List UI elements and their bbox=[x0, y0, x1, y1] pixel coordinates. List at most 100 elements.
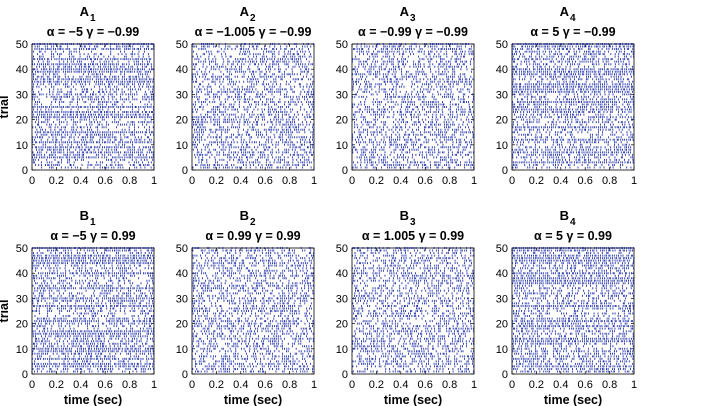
trial-spikes bbox=[191, 355, 314, 358]
gamma-value: 0.99 bbox=[440, 229, 464, 243]
trial-spikes bbox=[192, 75, 314, 78]
trial-spikes bbox=[353, 305, 470, 307]
x-tick-label: 0.4 bbox=[553, 175, 568, 187]
trial-spikes bbox=[355, 289, 470, 292]
y-tick-label: 30 bbox=[176, 293, 188, 305]
trial-spikes bbox=[515, 287, 632, 290]
trial-spikes bbox=[352, 136, 474, 139]
trial-spikes bbox=[195, 317, 312, 320]
trial-spikes bbox=[192, 310, 308, 312]
trial-spikes bbox=[194, 101, 314, 103]
trial-spikes bbox=[37, 123, 148, 126]
trial-spikes bbox=[354, 310, 474, 312]
trial-spikes bbox=[32, 80, 154, 83]
trial-spikes bbox=[512, 83, 632, 86]
trial-spikes bbox=[352, 73, 466, 76]
param-symbol: γ = bbox=[563, 229, 588, 243]
trial-spikes bbox=[192, 279, 314, 282]
trial-spikes bbox=[32, 98, 154, 101]
y-tick-label: 30 bbox=[16, 89, 28, 101]
trial-spikes bbox=[512, 138, 634, 141]
alpha-value: 0.99 bbox=[227, 229, 251, 243]
x-tick-label: 0 bbox=[509, 379, 515, 391]
trial-spikes bbox=[353, 161, 474, 164]
trial-spikes bbox=[356, 43, 470, 45]
trial-spikes bbox=[34, 360, 155, 363]
panel-A4: A 4α = 5 γ = −0.990 0.2 0.4 0.6 0.8 1010203040… bbox=[496, 4, 637, 187]
trial-spikes bbox=[514, 95, 634, 98]
trial-spikes bbox=[352, 80, 472, 83]
trial-spikes bbox=[192, 335, 307, 338]
trial-spikes bbox=[32, 297, 154, 300]
trial-spikes bbox=[192, 63, 314, 66]
trial-spikes bbox=[33, 153, 154, 156]
trial-spikes bbox=[512, 43, 634, 45]
trial-spikes bbox=[352, 282, 473, 285]
trial-spikes bbox=[33, 73, 148, 76]
y-tick-label: 10 bbox=[16, 344, 28, 356]
trial-spikes bbox=[352, 106, 473, 108]
trial-spikes bbox=[512, 80, 634, 83]
trial-spikes bbox=[514, 284, 633, 287]
trial-spikes bbox=[192, 267, 314, 270]
trial-spikes bbox=[512, 320, 633, 323]
trial-spikes bbox=[192, 272, 314, 275]
x-tick-label: 0 bbox=[509, 175, 515, 187]
y-tick-label: 30 bbox=[336, 89, 348, 101]
trial-spikes bbox=[351, 60, 471, 63]
trial-spikes bbox=[513, 247, 635, 249]
trial-spikes bbox=[354, 264, 472, 267]
trial-spikes bbox=[32, 95, 154, 98]
trial-spikes bbox=[32, 88, 154, 91]
trial-spikes bbox=[36, 118, 152, 121]
trial-spikes bbox=[36, 148, 151, 151]
trial-spikes bbox=[192, 90, 314, 93]
alpha-value: 5 bbox=[556, 229, 563, 243]
panel-letter: B bbox=[80, 208, 89, 223]
param-symbol: α = bbox=[195, 25, 217, 39]
trial-spikes bbox=[34, 287, 154, 290]
trial-spikes bbox=[198, 297, 312, 300]
trial-spikes bbox=[352, 307, 474, 310]
trial-spikes bbox=[192, 357, 314, 360]
alpha-value: −5 bbox=[69, 25, 83, 39]
trial-spikes bbox=[192, 340, 314, 343]
trial-spikes bbox=[512, 111, 632, 113]
trial-spikes bbox=[352, 118, 474, 121]
trial-spikes bbox=[352, 277, 474, 280]
trial-spikes bbox=[31, 365, 154, 368]
y-tick-label: 20 bbox=[16, 319, 28, 331]
trial-spikes bbox=[198, 158, 315, 161]
trial-spikes bbox=[516, 116, 634, 119]
y-tick-label: 50 bbox=[336, 39, 348, 51]
trial-spikes bbox=[358, 63, 472, 66]
trial-spikes bbox=[194, 322, 314, 325]
trial-spikes bbox=[356, 262, 472, 265]
x-tick-label: 0.2 bbox=[529, 175, 544, 187]
x-tick-label: 1 bbox=[471, 175, 477, 187]
trial-spikes bbox=[514, 352, 633, 355]
trial-spikes bbox=[41, 166, 152, 169]
trial-spikes bbox=[192, 262, 312, 265]
trial-spikes bbox=[196, 53, 311, 56]
trial-spikes bbox=[354, 330, 474, 333]
alpha-value: 1.005 bbox=[384, 229, 415, 243]
trial-spikes bbox=[352, 335, 466, 338]
trial-spikes bbox=[511, 50, 634, 53]
trial-spikes bbox=[354, 284, 472, 287]
y-tick-label: 50 bbox=[336, 243, 348, 255]
trial-spikes bbox=[35, 340, 154, 343]
panel-parameters: α = 5 γ = −0.99 bbox=[530, 25, 615, 39]
x-tick-label: 0.2 bbox=[369, 379, 384, 391]
axes-frame bbox=[351, 247, 475, 375]
x-tick-label: 0.8 bbox=[442, 175, 457, 187]
axes-frame bbox=[511, 43, 635, 171]
trial-spikes bbox=[194, 315, 312, 317]
trial-spikes bbox=[519, 307, 634, 310]
trial-spikes bbox=[32, 136, 150, 139]
trial-spikes bbox=[352, 317, 474, 320]
trial-spikes bbox=[512, 279, 634, 282]
panel-B3: B 3α = 1.005 γ = 0.990 0.2 0.4 0.6 0.8 1010203… bbox=[336, 208, 477, 406]
trial-spikes bbox=[192, 299, 308, 302]
